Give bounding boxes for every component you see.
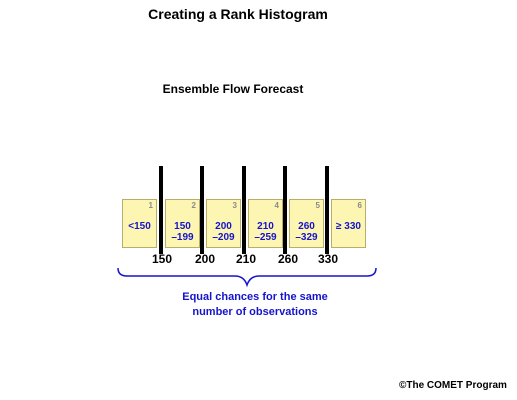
bin-3: 3 200 –209 — [206, 199, 241, 248]
ensemble-member-divider — [242, 166, 246, 254]
bin-4: 4 210 –259 — [248, 199, 283, 248]
note-line-2: number of observations — [192, 306, 318, 318]
bin-index: 3 — [232, 201, 237, 210]
threshold-label: 330 — [317, 252, 339, 266]
threshold-label: 150 — [151, 252, 173, 266]
bin-2: 2 150 –199 — [165, 199, 200, 248]
bin-range-label: 150 –199 — [171, 221, 194, 243]
ensemble-member-divider — [283, 166, 287, 254]
bin-range-label: 210 –259 — [254, 221, 277, 243]
ensemble-member-divider — [159, 166, 163, 254]
diagram-subtitle: Ensemble Flow Forecast — [162, 82, 304, 96]
threshold-label: 200 — [194, 252, 216, 266]
ensemble-member-divider — [325, 166, 329, 254]
bin-range-label: <150 — [128, 221, 151, 232]
bin-range-label: ≥ 330 — [336, 221, 361, 232]
bin-index: 2 — [191, 201, 196, 210]
threshold-label: 210 — [235, 252, 257, 266]
threshold-label: 260 — [277, 252, 299, 266]
bin-index: 1 — [148, 201, 153, 210]
diagram-title: Creating a Rank Histogram — [148, 6, 328, 22]
explanation-note: Equal chances for the same number of obs… — [140, 290, 370, 320]
bin-index: 4 — [274, 201, 279, 210]
bin-1: 1 <150 — [122, 199, 157, 248]
ensemble-member-divider — [200, 166, 204, 254]
bin-range-label: 260 –329 — [295, 221, 318, 243]
copyright-credit: ©The COMET Program — [399, 380, 507, 391]
bin-index: 5 — [315, 201, 320, 210]
curly-brace — [117, 267, 377, 288]
bin-5: 5 260 –329 — [289, 199, 324, 248]
note-line-1: Equal chances for the same — [182, 291, 328, 303]
bin-6: 6 ≥ 330 — [331, 199, 366, 248]
bin-range-label: 200 –209 — [212, 221, 235, 243]
bin-index: 6 — [357, 201, 362, 210]
